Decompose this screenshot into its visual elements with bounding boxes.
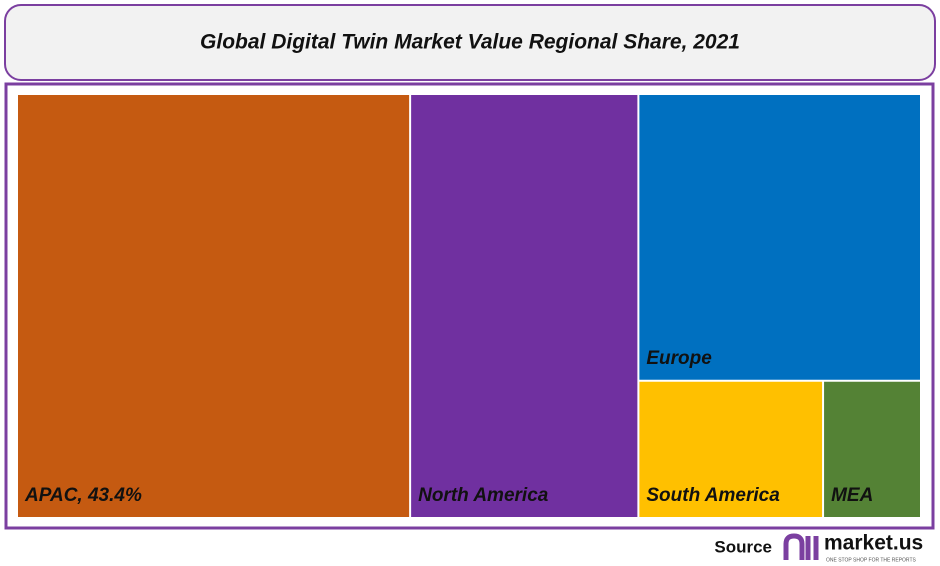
tile <box>18 95 410 517</box>
logo-text: market.us <box>824 532 923 555</box>
chart-title: Global Digital Twin Market Value Regiona… <box>200 31 740 54</box>
tile-label: North America <box>418 485 549 506</box>
logo-icon <box>783 533 819 560</box>
title-box <box>4 4 936 81</box>
treemap: APAC, 43.4% North America Europe South Amer… <box>18 95 920 517</box>
tile-label: MEA <box>831 485 873 506</box>
tile <box>411 95 638 517</box>
tile <box>639 95 920 380</box>
tile <box>824 381 920 517</box>
tile <box>639 381 823 517</box>
tile-label: South America <box>646 485 780 506</box>
tile-label: Europe <box>646 348 712 369</box>
source-label: Source <box>714 537 772 556</box>
logo-tagline: ONE STOP SHOP FOR THE REPORTS <box>826 557 917 563</box>
tile-label: APAC, 43.4% <box>24 485 142 506</box>
